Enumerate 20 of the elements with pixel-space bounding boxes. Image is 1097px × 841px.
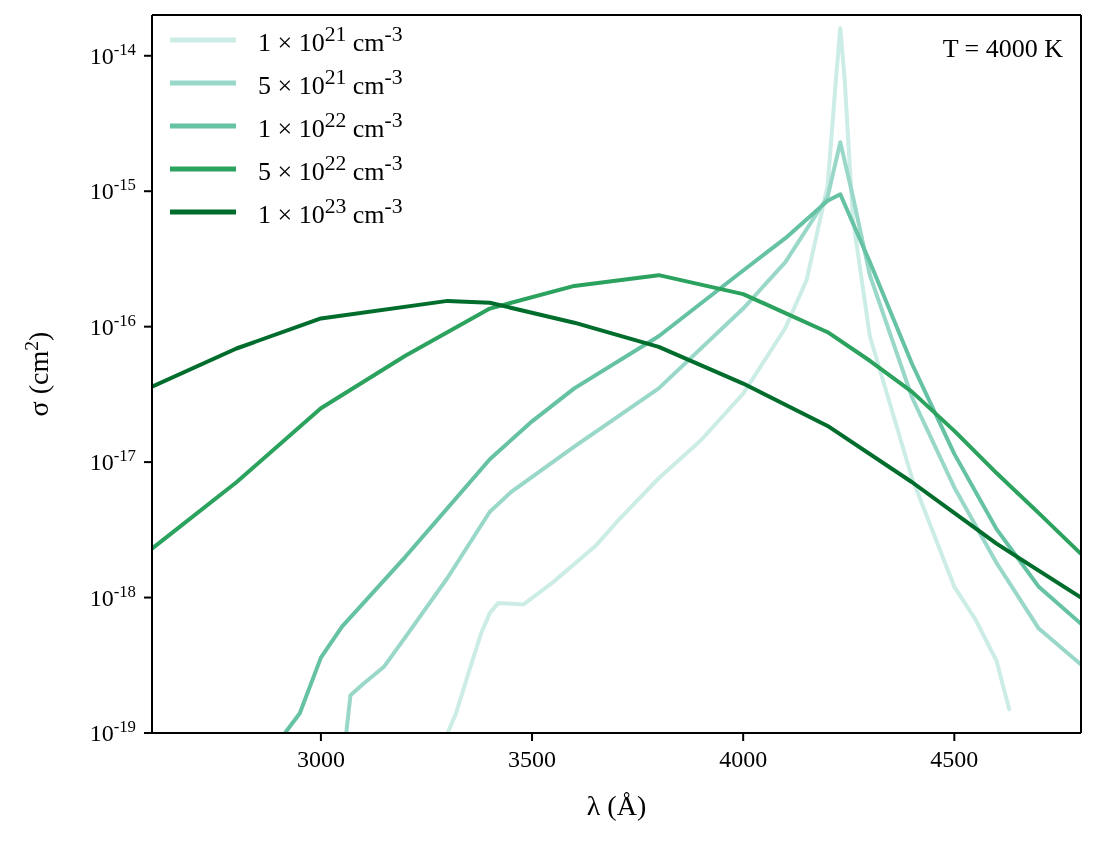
- legend-label: 1 × 10$^{23}$ cm$^{-3}$: [258, 193, 403, 230]
- line-series: [152, 298, 1081, 600]
- y-tick-label: 10$^{-14}$: [89, 39, 137, 69]
- annotation: T = 4000 K: [942, 34, 1063, 63]
- y-tick-label: 10$^{-15}$: [89, 174, 136, 205]
- line-series: [344, 140, 1081, 733]
- x-tick-label: 4000: [719, 746, 768, 772]
- y-tick-label: 10$^{-17}$: [89, 445, 136, 476]
- y-tick-label: 10$^{-19}$: [89, 716, 136, 746]
- x-tick-label: 3500: [508, 746, 557, 772]
- legend-label: 1 × 10$^{22}$ cm$^{-3}$: [258, 107, 403, 144]
- line-series: [152, 273, 1081, 556]
- legend-label: 5 × 10$^{21}$ cm$^{-3}$: [258, 64, 403, 101]
- y-tick-label: 10$^{-16}$: [89, 310, 136, 340]
- x-tick-label: 3000: [296, 746, 345, 772]
- x-axis-title: λ (Å): [586, 790, 647, 821]
- y-tick-label: 10$^{-18}$: [89, 581, 136, 611]
- legend-label: 1 × 10$^{21}$ cm$^{-3}$: [258, 21, 403, 58]
- x-tick-label: 4500: [930, 746, 979, 772]
- legend-label: 5 × 10$^{22}$ cm$^{-3}$: [258, 150, 403, 187]
